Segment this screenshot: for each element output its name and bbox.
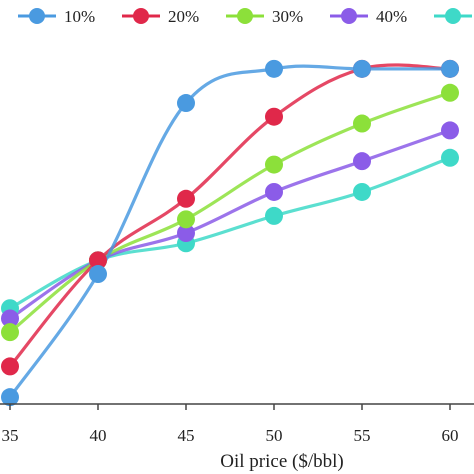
data-point-s5-55: [353, 182, 371, 201]
x-tick-label-55: 55: [354, 426, 371, 445]
x-tick-label-60: 60: [442, 426, 459, 445]
data-point-s2-50: [265, 107, 283, 126]
data-point-s3-45: [177, 210, 195, 229]
data-point-s4-35: [1, 309, 19, 328]
x-tick-label-35: 35: [2, 426, 19, 445]
x-tick-label-45: 45: [178, 426, 195, 445]
legend-marker-2: [133, 8, 149, 24]
legend-label-4: 40%: [376, 7, 407, 26]
data-point-s2-35: [1, 357, 19, 376]
data-point-s5-50: [265, 206, 283, 225]
legend-marker-5: [445, 8, 461, 24]
x-axis-title: Oil price ($/bbl): [220, 451, 343, 472]
data-point-s1-60: [441, 59, 459, 78]
x-ticks: 35 40 45 50 55 60: [2, 404, 459, 445]
data-point-s2-40: [89, 251, 107, 270]
data-point-s4-45: [177, 224, 195, 242]
series-line-2: [8, 63, 451, 368]
legend-marker-1: [29, 8, 45, 24]
data-point-s1-40: [89, 265, 107, 284]
data-point-s4-50: [265, 182, 283, 201]
legend-label-1: 10%: [64, 7, 95, 26]
data-point-s4-55: [353, 152, 371, 171]
series-layer: [1, 59, 459, 407]
data-point-s5-60: [441, 148, 459, 167]
legend-label-3: 30%: [272, 7, 303, 26]
data-point-s1-45: [177, 94, 195, 113]
data-point-s2-45: [177, 189, 195, 208]
data-point-s3-50: [265, 155, 283, 174]
x-tick-label-40: 40: [90, 426, 107, 445]
data-point-s3-55: [353, 114, 371, 133]
legend-marker-4: [341, 8, 357, 24]
data-point-s3-60: [441, 83, 459, 102]
data-point-s3-35: [1, 323, 19, 342]
x-tick-label-50: 50: [266, 426, 283, 445]
legend-marker-3: [237, 8, 253, 24]
data-point-s1-50: [265, 59, 283, 78]
data-point-s1-55: [353, 59, 371, 78]
data-point-s1-35: [1, 388, 19, 407]
data-point-s4-60: [441, 121, 459, 140]
legend: 10%20%30%40%50%: [18, 7, 472, 26]
legend-label-2: 20%: [168, 7, 199, 26]
